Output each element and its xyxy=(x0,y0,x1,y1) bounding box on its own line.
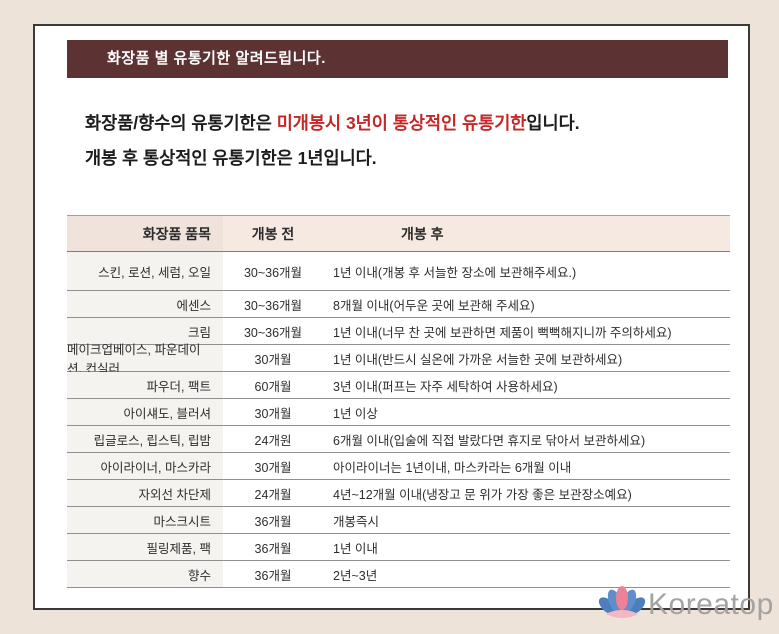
lotus-icon xyxy=(598,586,646,618)
before-opening-cell: 36개월 xyxy=(254,568,292,583)
after-opening-cell: 1년 이내(너무 찬 곳에 보관하면 제품이 뻑뻑해지니까 주의하세요) xyxy=(333,325,672,340)
item-name-cell: 자외선 차단제 xyxy=(67,480,223,506)
before-opening-cell: 30~36개월 xyxy=(243,298,303,313)
table-row: 스킨, 로션, 세럼, 오일 30~36개월 1년 이내(개봉 후 서늘한 장소… xyxy=(67,252,730,291)
item-name-cell: 아이라이너, 마스카라 xyxy=(67,453,223,479)
item-name-cell: 스킨, 로션, 세럼, 오일 xyxy=(67,252,223,290)
intro-line-1: 화장품/향수의 유통기한은 미개봉시 3년이 통상적인 유통기한입니다. xyxy=(85,106,580,141)
intro-line1-prefix: 화장품/향수의 유통기한은 xyxy=(85,113,277,133)
item-name-cell: 에센스 xyxy=(67,291,223,317)
after-opening-cell: 3년 이내(퍼프는 자주 세탁하여 사용하세요) xyxy=(333,379,558,394)
before-opening-cell: 60개월 xyxy=(254,379,292,394)
content-card: 화장품 별 유통기한 알려드립니다. 화장품/향수의 유통기한은 미개봉시 3년… xyxy=(33,24,750,610)
table-row: 아이라이너, 마스카라 30개월 아이라이너는 1년이내, 마스카라는 6개월 … xyxy=(67,453,730,480)
intro-line-2: 개봉 후 통상적인 유통기한은 1년입니다. xyxy=(85,148,377,168)
item-name-cell: 크림 xyxy=(67,318,223,344)
after-opening-cell: 2년~3년 xyxy=(333,568,378,583)
table-row: 에센스 30~36개월 8개월 이내(어두운 곳에 보관해 주세요) xyxy=(67,291,730,318)
before-opening-cell: 30개월 xyxy=(254,460,292,475)
after-opening-cell: 개봉즉시 xyxy=(333,514,380,529)
table-header-row: 화장품 품목 개봉 전 개봉 후 xyxy=(67,216,730,252)
table-row: 향수 36개월 2년~3년 xyxy=(67,561,730,588)
after-opening-cell: 4년~12개월 이내(냉장고 문 위가 가장 좋은 보관장소예요) xyxy=(333,487,632,502)
header-item-column: 화장품 품목 xyxy=(67,216,223,251)
item-name-cell: 필링제품, 팩 xyxy=(67,534,223,560)
before-opening-cell: 30~36개월 xyxy=(243,325,303,340)
before-opening-cell: 30~36개월 xyxy=(243,265,303,280)
intro-line1-highlight: 미개봉시 3년이 통상적인 유통기한 xyxy=(276,113,527,133)
table-row: 마스크시트 36개월 개봉즉시 xyxy=(67,507,730,534)
item-name-cell: 마스크시트 xyxy=(67,507,223,533)
intro-line1-suffix: 입니다. xyxy=(526,113,580,133)
after-opening-cell: 1년 이상 xyxy=(333,406,378,421)
item-name-cell: 메이크업베이스, 파운데이션, 컨실러 xyxy=(67,343,223,376)
header-before-opening-column: 개봉 전 xyxy=(251,225,295,242)
before-opening-cell: 24개월 xyxy=(254,487,292,502)
intro-text: 화장품/향수의 유통기한은 미개봉시 3년이 통상적인 유통기한입니다. 개봉 … xyxy=(85,106,580,176)
table-row: 필링제품, 팩 36개월 1년 이내 xyxy=(67,534,730,561)
after-opening-cell: 1년 이내(반드시 실온에 가까운 서늘한 곳에 보관하세요) xyxy=(333,352,623,367)
item-name-cell: 향수 xyxy=(67,561,223,587)
table-row: 크림 30~36개월 1년 이내(너무 찬 곳에 보관하면 제품이 뻑뻑해지니까… xyxy=(67,318,730,345)
table-row: 메이크업베이스, 파운데이션, 컨실러 30개월 1년 이내(반드시 실온에 가… xyxy=(67,343,730,376)
item-name-cell: 파우더, 팩트 xyxy=(67,372,223,398)
before-opening-cell: 36개월 xyxy=(254,514,292,529)
table-body: 스킨, 로션, 세럼, 오일 30~36개월 1년 이내(개봉 후 서늘한 장소… xyxy=(67,252,730,588)
after-opening-cell: 6개월 이내(입술에 직접 발랐다면 휴지로 닦아서 보관하세요) xyxy=(333,433,646,448)
title-bar: 화장품 별 유통기한 알려드립니다. xyxy=(67,40,728,78)
before-opening-cell: 30개월 xyxy=(254,352,292,367)
koreatop-logo: Koreatop xyxy=(598,584,774,620)
logo-text: Koreatop xyxy=(648,588,774,621)
table-row: 립글로스, 립스틱, 립밤 24개원 6개월 이내(입술에 직접 발랐다면 휴지… xyxy=(67,426,730,453)
header-after-opening-column: 개봉 후 xyxy=(401,225,444,242)
page-title: 화장품 별 유통기한 알려드립니다. xyxy=(107,50,326,67)
table-row: 자외선 차단제 24개월 4년~12개월 이내(냉장고 문 위가 가장 좋은 보… xyxy=(67,480,730,507)
before-opening-cell: 24개원 xyxy=(254,433,292,448)
after-opening-cell: 아이라이너는 1년이내, 마스카라는 6개월 이내 xyxy=(333,460,572,475)
after-opening-cell: 8개월 이내(어두운 곳에 보관해 주세요) xyxy=(333,298,535,313)
before-opening-cell: 36개월 xyxy=(254,541,292,556)
after-opening-cell: 1년 이내(개봉 후 서늘한 장소에 보관해주세요.) xyxy=(333,265,577,280)
before-opening-cell: 30개월 xyxy=(254,406,292,421)
item-name-cell: 아이섀도, 블러셔 xyxy=(67,399,223,425)
table-row: 파우더, 팩트 60개월 3년 이내(퍼프는 자주 세탁하여 사용하세요) xyxy=(67,372,730,399)
after-opening-cell: 1년 이내 xyxy=(333,541,378,556)
item-name-cell: 립글로스, 립스틱, 립밤 xyxy=(67,426,223,452)
expiration-table: 화장품 품목 개봉 전 개봉 후 스킨, 로션, 세럼, 오일 30~36개월 … xyxy=(67,215,730,588)
table-row: 아이섀도, 블러셔 30개월 1년 이상 xyxy=(67,399,730,426)
